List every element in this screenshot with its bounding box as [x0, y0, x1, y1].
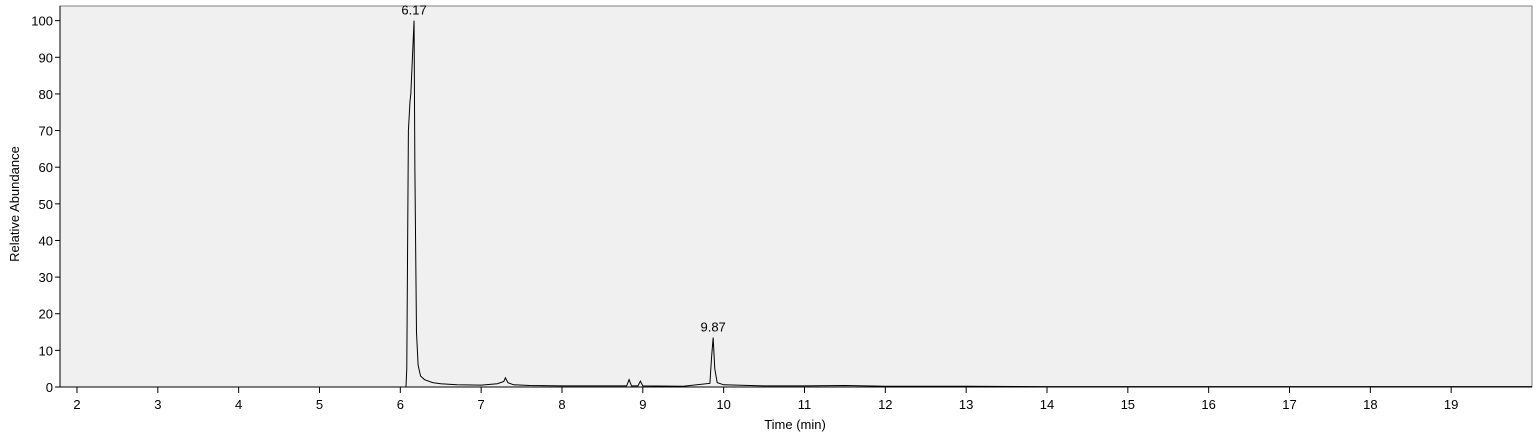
chromatogram-trace — [60, 20, 1532, 388]
x-tick-label: 6 — [397, 397, 404, 412]
y-axis-label: Relative Abundance — [7, 146, 22, 262]
y-tick-label: 80 — [39, 87, 53, 102]
y-tick-label: 0 — [46, 380, 53, 395]
peak-label: 9.87 — [700, 320, 725, 335]
y-tick-label: 60 — [39, 160, 53, 175]
x-tick-label: 10 — [716, 397, 730, 412]
y-tick-label: 10 — [39, 343, 53, 358]
x-tick-label: 3 — [154, 397, 161, 412]
y-tick-label: 20 — [39, 307, 53, 322]
y-tick-label: 50 — [39, 197, 53, 212]
y-tick-label: 90 — [39, 50, 53, 65]
y-tick-label: 40 — [39, 233, 53, 248]
y-tick-label: 70 — [39, 124, 53, 139]
x-tick-label: 7 — [478, 397, 485, 412]
x-tick-label: 2 — [73, 397, 80, 412]
x-tick-label: 12 — [878, 397, 892, 412]
y-tick-label: 30 — [39, 270, 53, 285]
peak-label: 6.17 — [401, 3, 426, 18]
x-tick-label: 14 — [1040, 397, 1054, 412]
x-tick-label: 17 — [1282, 397, 1296, 412]
x-tick-label: 11 — [798, 397, 812, 412]
x-tick-label: 9 — [639, 397, 646, 412]
x-tick-label: 19 — [1444, 397, 1458, 412]
x-tick-label: 15 — [1121, 397, 1135, 412]
y-tick-label: 100 — [31, 14, 53, 29]
plot-area — [59, 5, 1533, 388]
x-tick-label: 18 — [1363, 397, 1377, 412]
x-tick-label: 8 — [558, 397, 565, 412]
x-tick-label: 16 — [1201, 397, 1215, 412]
x-tick-label: 4 — [235, 397, 242, 412]
x-axis-label: Time (min) — [764, 417, 826, 432]
x-tick-label: 13 — [959, 397, 973, 412]
x-tick-label: 5 — [316, 397, 323, 412]
